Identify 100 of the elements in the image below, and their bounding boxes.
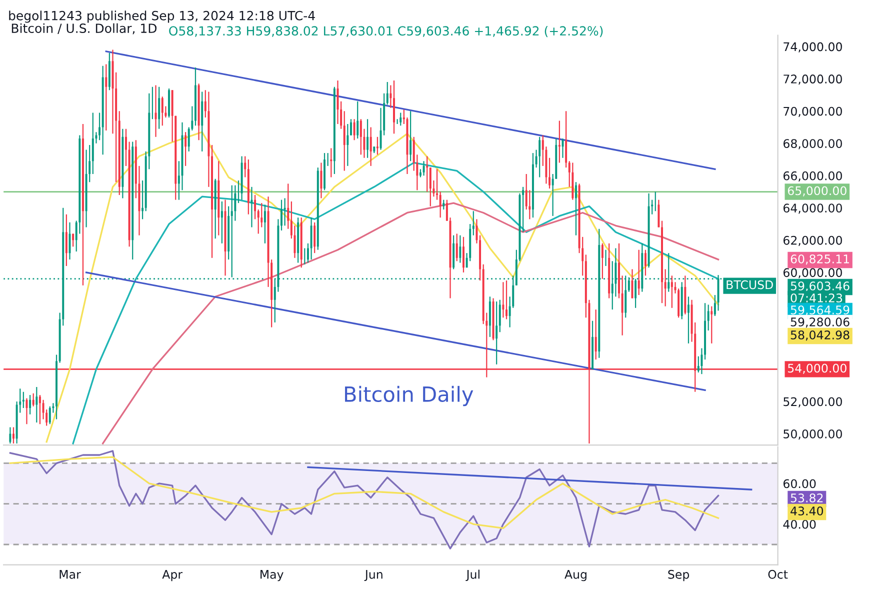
y-tick-label: 50,000.00 xyxy=(784,429,842,440)
candlestick xyxy=(558,120,560,164)
candlestick xyxy=(343,110,346,172)
candlestick xyxy=(38,394,41,425)
text: 59,603.46 xyxy=(790,281,850,292)
candlestick xyxy=(710,306,713,344)
y-tick-label: 70,000.00 xyxy=(784,106,842,117)
candlestick xyxy=(565,110,568,168)
candlestick xyxy=(26,398,28,425)
candlestick xyxy=(142,180,144,220)
candlestick xyxy=(29,394,32,415)
candlestick xyxy=(154,84,157,138)
candlestick xyxy=(310,217,312,260)
candlestick xyxy=(376,136,378,156)
text: 59,564.59 xyxy=(790,305,850,316)
chart-title: Bitcoin / U.S. Dollar, 1D xyxy=(12,23,157,34)
candlestick xyxy=(72,233,74,248)
y-tick-label: 60,000.00 xyxy=(784,268,842,278)
candlestick xyxy=(168,88,170,118)
y-tick-label: 72,000.00 xyxy=(784,74,842,85)
x-tick-label: Aug xyxy=(564,570,586,582)
y-tick-label: 64,000.00 xyxy=(784,204,842,214)
candlestick xyxy=(158,86,160,130)
y-tick-label: 68,000.00 xyxy=(784,139,842,150)
candlestick xyxy=(459,234,462,264)
candlestick xyxy=(184,132,187,166)
x-tick-label: May xyxy=(260,570,284,582)
candlestick xyxy=(230,184,233,278)
candlestick xyxy=(661,220,664,304)
candlestick xyxy=(670,275,673,308)
candlestick xyxy=(436,168,438,200)
text: 58,042.98 xyxy=(790,330,850,341)
x-tick-label: Mar xyxy=(60,570,81,579)
candlestick xyxy=(496,300,498,365)
candlestick xyxy=(314,222,316,254)
candlestick xyxy=(366,118,369,158)
chart-subtitle: O58,137.33 H59,838.02 L57,630.01 C59,603.46 +1,465.92 (+2.52%) xyxy=(169,26,603,38)
candlestick xyxy=(707,304,710,332)
text: 53.82 xyxy=(790,493,823,502)
candlestick xyxy=(350,118,352,136)
candlestick xyxy=(618,242,620,299)
candlestick xyxy=(56,354,58,420)
candlestick xyxy=(601,242,604,280)
candlestick xyxy=(244,156,246,178)
text: 07:41:23 xyxy=(790,293,842,302)
candlestick xyxy=(105,64,108,132)
candlestick xyxy=(664,268,666,307)
x-tick-label: Sep xyxy=(668,570,690,582)
candlestick xyxy=(330,148,332,178)
candlestick xyxy=(631,268,634,299)
candlestick xyxy=(439,191,442,218)
x-tick-label: Jun xyxy=(364,570,382,582)
candlestick xyxy=(638,249,640,296)
candlestick xyxy=(410,110,412,162)
candlestick xyxy=(220,200,223,244)
candlestick xyxy=(161,96,164,126)
candlestick xyxy=(658,199,660,228)
candlestick xyxy=(574,182,577,236)
candlestick xyxy=(498,299,501,333)
candlestick xyxy=(621,275,624,336)
y-tick-label: 62,000.00 xyxy=(784,236,842,246)
candlestick xyxy=(538,136,541,178)
line-series xyxy=(102,202,720,444)
candlestick xyxy=(594,308,597,360)
text: 60,825.11 xyxy=(790,254,849,265)
text: 43.40 xyxy=(790,506,824,516)
candlestick xyxy=(9,426,12,444)
candlestick xyxy=(422,160,425,176)
line-series xyxy=(9,456,720,530)
candlestick xyxy=(472,210,474,236)
candlestick xyxy=(353,118,356,141)
candlestick xyxy=(254,194,256,220)
candlestick xyxy=(284,198,286,226)
candlestick xyxy=(456,233,458,262)
ref-line-label: 65,000.00 xyxy=(788,186,846,196)
candlestick xyxy=(429,167,432,207)
y-tick-label: 52,000.00 xyxy=(784,397,842,408)
candlestick xyxy=(36,386,38,424)
y-tick-label: 60.00 xyxy=(784,479,816,488)
candlestick xyxy=(370,126,372,166)
candlestick xyxy=(48,406,51,425)
y-tick-label: 74,000.00 xyxy=(784,42,842,52)
text: 59,280.06 xyxy=(790,317,850,328)
candlestick xyxy=(644,249,646,276)
candlestick xyxy=(426,156,428,192)
candlestick xyxy=(12,426,14,444)
candlestick xyxy=(92,112,94,175)
annotation: Bitcoin Daily xyxy=(345,386,474,406)
x-tick-label: Jul xyxy=(466,570,480,582)
candlestick xyxy=(442,199,445,210)
candlestick xyxy=(346,123,349,166)
candlestick xyxy=(320,162,322,199)
candlestick xyxy=(502,282,504,318)
y-tick-label: 66,000.00 xyxy=(784,171,842,182)
candlestick xyxy=(356,100,359,140)
line-series xyxy=(9,450,720,550)
candlestick xyxy=(287,183,290,230)
y-tick-label: 40.00 xyxy=(783,520,816,529)
candlestick xyxy=(400,112,402,126)
candlestick xyxy=(462,236,464,273)
